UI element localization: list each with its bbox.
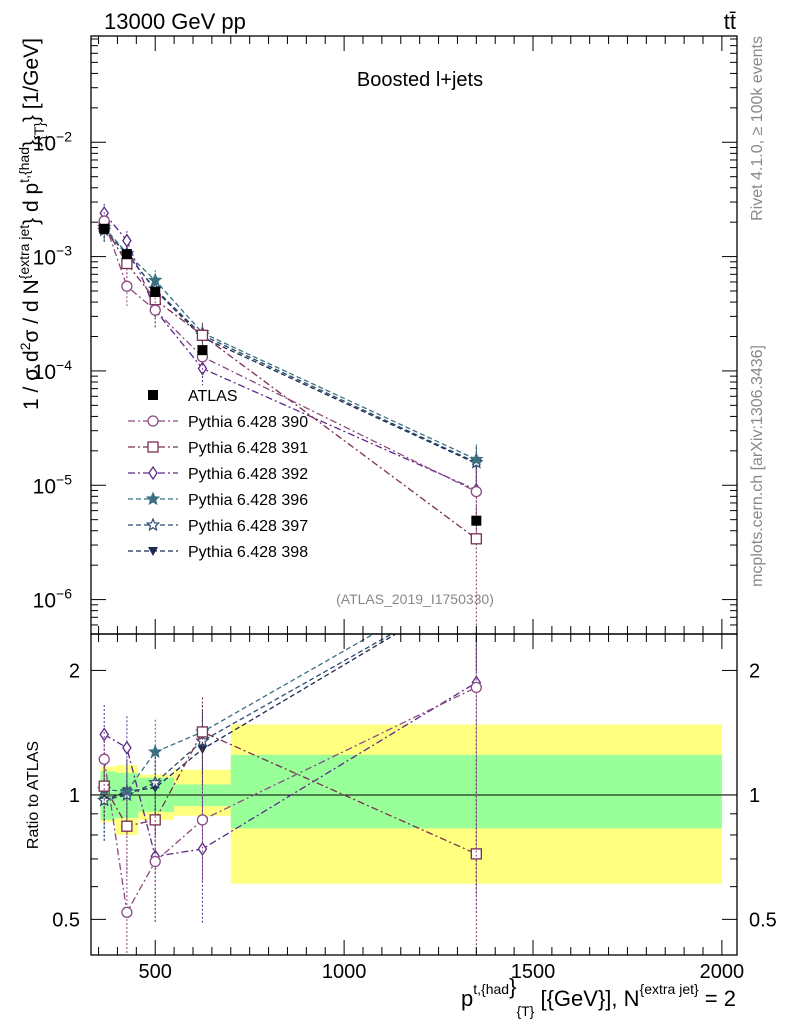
- ratio-point: [197, 841, 208, 857]
- data-point: [470, 485, 482, 498]
- rivet-label: Rivet 4.1.0, ≥ 100k events: [749, 36, 766, 221]
- data-point: [121, 257, 133, 270]
- y-tick-label: 10−5: [33, 471, 73, 498]
- legend-item: ATLAS: [148, 388, 238, 405]
- ratio-point: [470, 848, 482, 860]
- data-point: [148, 272, 163, 287]
- main-ylabel: 1 / σ d2σ / d N{extra jet} d pt,{had}{T}…: [16, 38, 47, 410]
- process-label: tt̄: [724, 9, 736, 34]
- xlabel: pt,{had}{T} [{GeV}], N{extra jet} = 2: [461, 974, 736, 1019]
- ratio-pythia-6-428-390: [98, 634, 482, 955]
- y-tick-label: 10−4: [33, 357, 73, 384]
- x-tick-label: 2000: [700, 961, 745, 983]
- x-tick-label: 1000: [322, 961, 367, 983]
- y-tick-label: 10−2: [33, 128, 73, 155]
- ratio-point: [121, 820, 133, 832]
- ratio-y-tick-label-right: 0.5: [749, 909, 777, 931]
- ratio-point: [121, 906, 133, 918]
- y-tick-label: 10−6: [33, 586, 73, 613]
- data-point: [196, 329, 209, 341]
- ratio-point: [196, 814, 209, 826]
- ratio-panel: 0.5 0.5 1 1 2 2 500 1000 1500 2000 Ratio to ATLAS: [25, 633, 777, 983]
- main-panel: 10−6 10−5 10−4 10−3 10−2 Boosted l+jets (ATL…: [33, 35, 738, 635]
- ratio-point: [470, 681, 482, 694]
- series-line: [103, 229, 477, 464]
- legend-item: Pythia 6.428 396: [128, 491, 308, 509]
- legend-item: Pythia 6.428 391: [128, 440, 308, 457]
- data-point: [197, 345, 208, 356]
- data-point: [470, 533, 482, 545]
- ratio-y-tick-label: 2: [69, 660, 80, 682]
- data-point: [121, 280, 133, 292]
- ratio-point: [196, 726, 209, 738]
- watermark: (ATLAS_2019_I1750330): [336, 591, 494, 607]
- mcplots-label: mcplots.cern.ch [arXiv:1306.3436]: [749, 345, 766, 587]
- ratio-point: [98, 753, 110, 765]
- ratio-point: [99, 727, 110, 742]
- series-pythia-6-428-390: [98, 212, 482, 534]
- data-point: [469, 451, 484, 466]
- legend-marker: [147, 441, 159, 453]
- data-point: [122, 233, 132, 248]
- data-point: [471, 515, 482, 526]
- legend-label: Pythia 6.428 398: [188, 544, 308, 561]
- ratio-point: [149, 855, 161, 868]
- x-tick-label: 1500: [511, 961, 556, 983]
- legend-item: Pythia 6.428 392: [128, 465, 308, 483]
- legend: ATLAS Pythia 6.428 390 Pythia 6.428 391 Pyt…: [128, 388, 308, 561]
- legend-label: Pythia 6.428 391: [188, 440, 308, 457]
- ratio-ylabel: Ratio to ATLAS: [25, 741, 42, 849]
- legend-label: Pythia 6.428 396: [188, 492, 308, 509]
- main-title: Boosted l+jets: [357, 69, 483, 91]
- energy-label: 13000 GeV pp: [104, 9, 246, 34]
- ratio-point: [122, 740, 132, 755]
- legend-marker: [147, 415, 159, 427]
- legend-item: Pythia 6.428 390: [128, 414, 308, 431]
- legend-label: Pythia 6.428 397: [188, 518, 308, 535]
- data-point: [99, 223, 110, 234]
- series-atlas: [99, 223, 482, 527]
- ratio-point: [147, 744, 163, 759]
- ratio-line: [104, 634, 375, 793]
- ratio-series-group: [96, 634, 482, 955]
- legend-label: Pythia 6.428 390: [188, 414, 308, 431]
- ratio-band-stat: [100, 771, 116, 820]
- legend-item: Pythia 6.428 398: [128, 544, 308, 561]
- ratio-y-tick-label: 1: [69, 785, 80, 807]
- legend-marker: [148, 465, 158, 481]
- legend-marker: [145, 517, 161, 532]
- legend-item: Pythia 6.428 397: [128, 517, 308, 535]
- legend-marker: [145, 491, 161, 506]
- y-tick-label: 10−3: [33, 243, 73, 270]
- legend-marker: [148, 547, 158, 556]
- ratio-y-tick-label: 0.5: [52, 909, 80, 931]
- legend-marker: [148, 390, 158, 400]
- x-tick-label: 500: [139, 961, 172, 983]
- data-point: [121, 249, 132, 260]
- ratio-y-tick-label-right: 1: [749, 785, 760, 807]
- data-point: [149, 304, 161, 316]
- ratio-y-tick-label-right: 2: [749, 660, 760, 682]
- ratio-point: [119, 783, 135, 798]
- legend-label: Pythia 6.428 392: [188, 466, 308, 483]
- data-point: [150, 287, 161, 298]
- legend-label: ATLAS: [188, 388, 238, 405]
